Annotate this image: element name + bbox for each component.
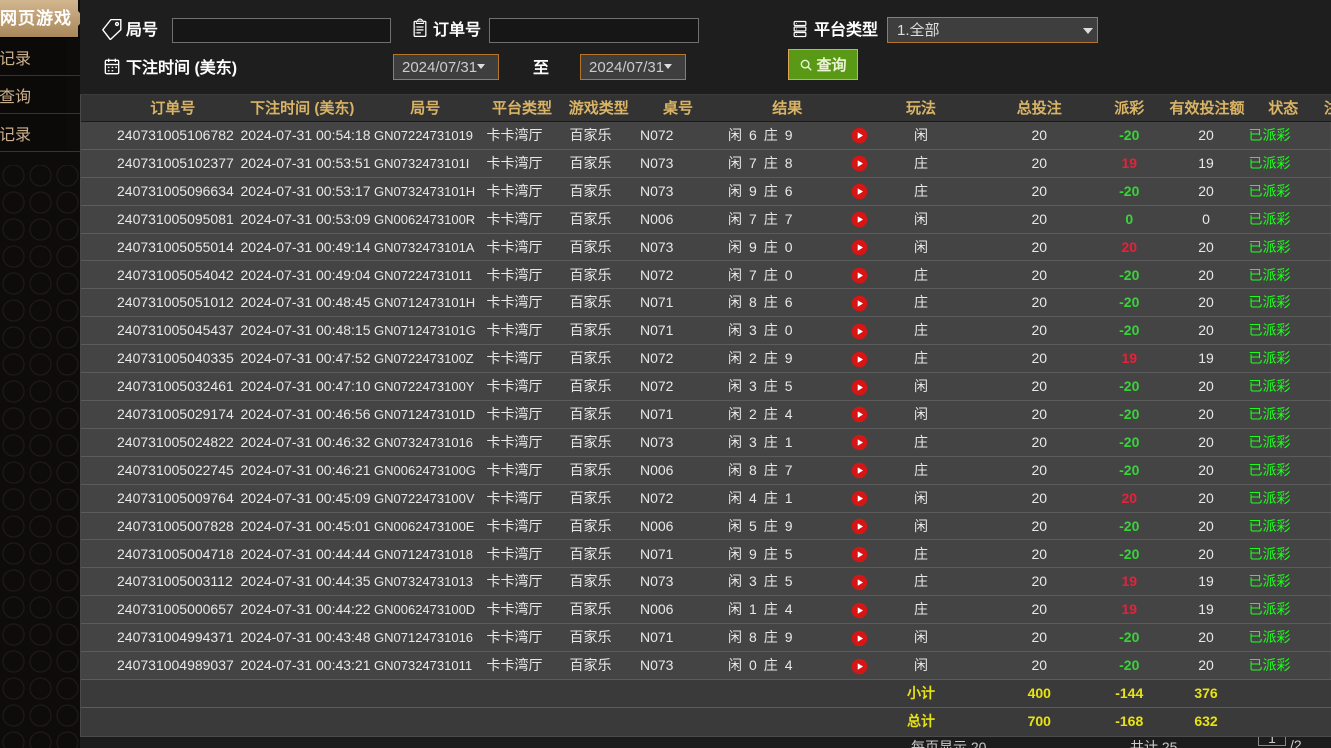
svg-text:网页游戏: 网页游戏 — [0, 8, 72, 28]
